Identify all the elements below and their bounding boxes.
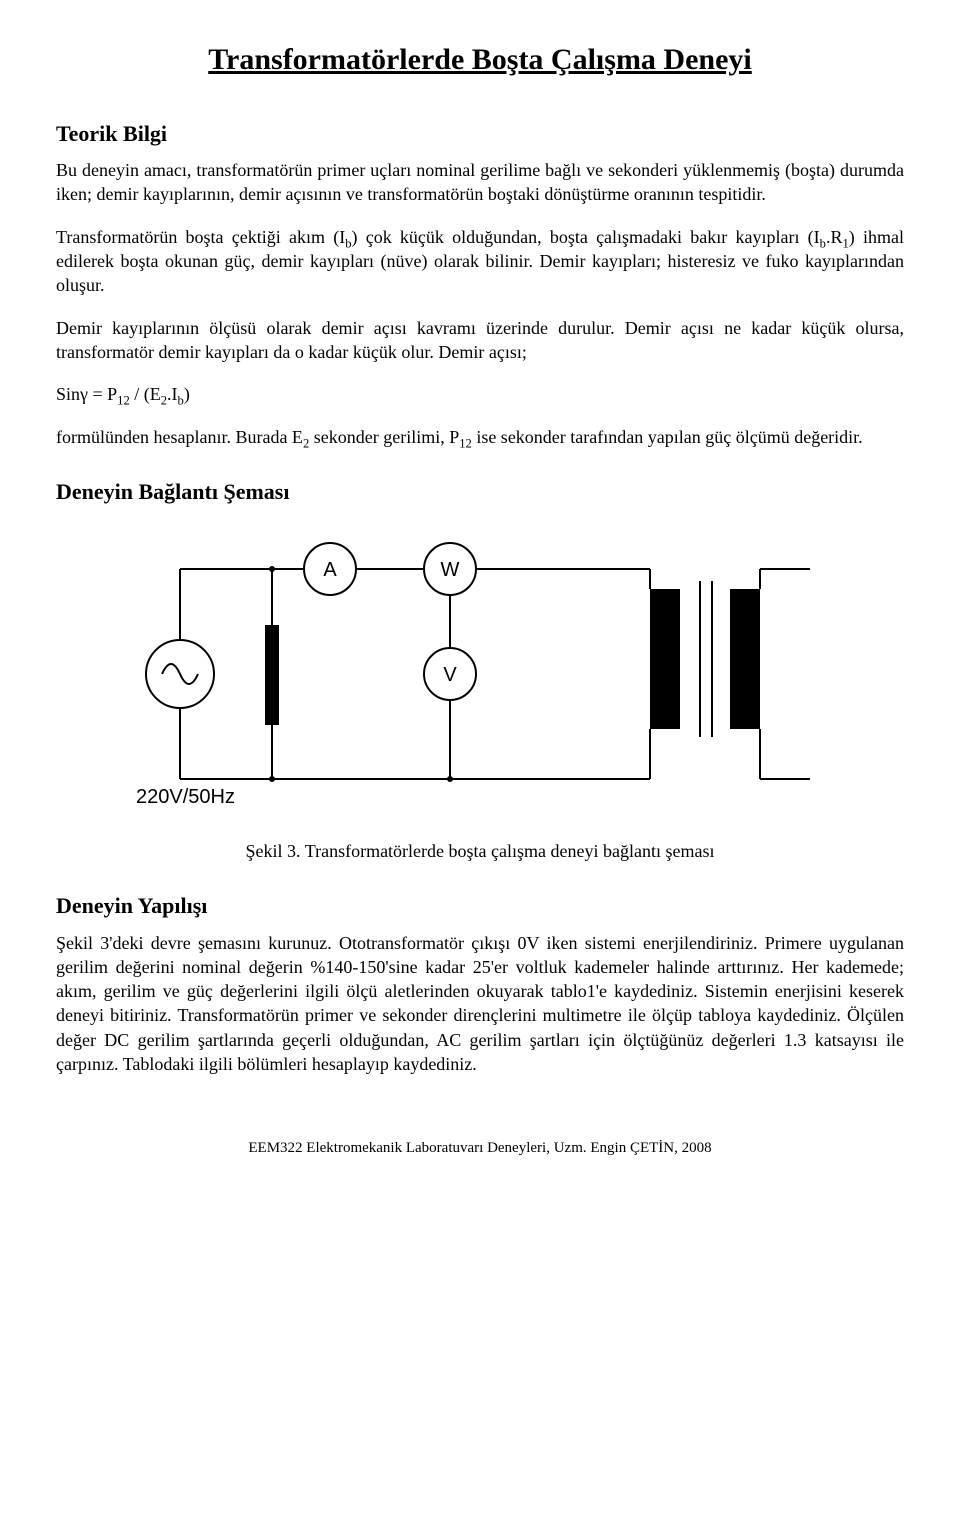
paragraph-yapilis: Şekil 3'deki devre şemasını kurunuz. Oto… (56, 931, 904, 1077)
circuit-diagram: 220V/50Hz A W V (56, 529, 904, 809)
paragraph-formul-aciklama: formülünden hesaplanır. Burada E2 sekond… (56, 425, 904, 449)
page-footer: EEM322 Elektromekanik Laboratuvarı Deney… (56, 1138, 904, 1158)
section-baglanti-semasi: Deneyin Bağlantı Şeması (56, 477, 904, 507)
svg-text:V: V (443, 664, 457, 686)
section-deneyin-yapilisi: Deneyin Yapılışı (56, 891, 904, 921)
figure-caption: Şekil 3. Transformatörlerde boşta çalışm… (56, 839, 904, 863)
paragraph-akim: Transformatörün boşta çektiği akım (Ib) … (56, 225, 904, 298)
paragraph-demir: Demir kayıplarının ölçüsü olarak demir a… (56, 316, 904, 365)
section-teorik-bilgi: Teorik Bilgi (56, 119, 904, 149)
svg-text:W: W (441, 559, 460, 581)
page-title: Transformatörlerde Boşta Çalışma Deneyi (56, 40, 904, 81)
svg-text:220V/50Hz: 220V/50Hz (136, 786, 235, 808)
formula-sin-gamma: Sinγ = P12 / (E2.Ib) (56, 382, 904, 406)
paragraph-intro: Bu deneyin amacı, transformatörün primer… (56, 158, 904, 207)
svg-text:A: A (323, 559, 337, 581)
